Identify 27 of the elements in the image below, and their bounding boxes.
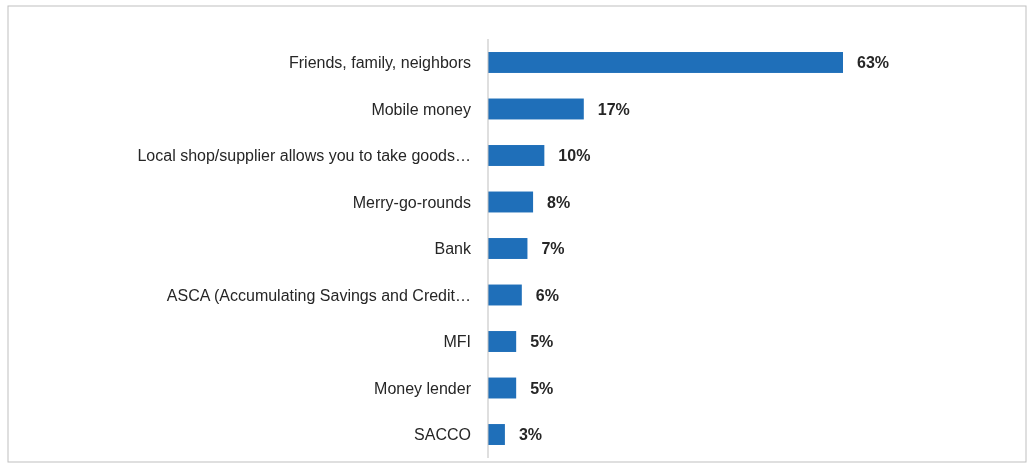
data-label: 7% xyxy=(541,240,565,258)
bar xyxy=(488,424,505,445)
y-tick-label: Merry-go-rounds xyxy=(352,193,471,211)
data-label: 10% xyxy=(558,147,591,165)
bar xyxy=(488,145,545,166)
data-label: 5% xyxy=(530,333,554,351)
y-tick-label: Money lender xyxy=(374,379,472,397)
data-label: 17% xyxy=(597,100,630,118)
bar xyxy=(488,377,517,399)
bar xyxy=(488,191,534,213)
bar xyxy=(488,52,843,73)
y-tick-label: SACCO xyxy=(414,426,471,444)
data-label: 6% xyxy=(535,286,559,304)
data-label: 63% xyxy=(857,54,890,72)
y-tick-label: ASCA (Accumulating Savings and Credit… xyxy=(166,286,471,304)
y-tick-label: Bank xyxy=(434,240,472,258)
data-label: 3% xyxy=(518,426,543,444)
y-tick-label: Mobile money xyxy=(371,100,471,118)
bar xyxy=(488,331,517,352)
y-tick-label: Friends, family, neighbors xyxy=(289,54,471,72)
y-tick-label: Local shop/supplier allows you to take goods… xyxy=(137,147,471,165)
bar xyxy=(488,238,528,259)
bar xyxy=(488,98,584,120)
y-tick-label: MFI xyxy=(443,333,471,351)
data-label: 8% xyxy=(547,193,571,211)
bar xyxy=(488,284,522,306)
data-label: 5% xyxy=(530,379,554,397)
